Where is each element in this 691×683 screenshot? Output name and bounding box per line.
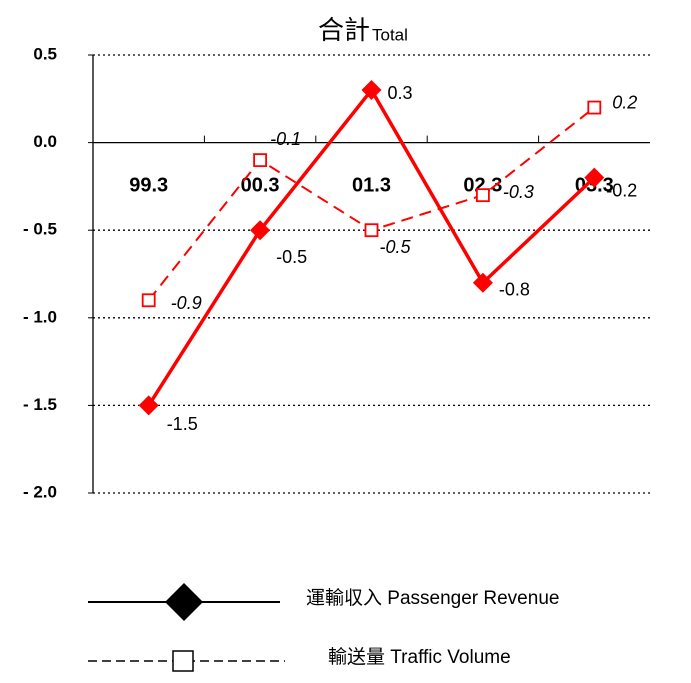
data-label: 0.2 [612, 92, 637, 112]
marker [250, 220, 271, 241]
data-label: -0.5 [276, 247, 307, 267]
marker [475, 188, 490, 203]
data-label: -0.5 [380, 237, 412, 257]
data-label: 0.3 [388, 83, 413, 103]
legend-marker [165, 583, 203, 621]
x-tick-label: 99.3 [129, 174, 168, 196]
marker [138, 395, 159, 416]
x-tick-label: 00.3 [241, 174, 280, 196]
series-line [147, 86, 596, 407]
y-tick-label: - 0.5 [23, 220, 57, 239]
series-line [147, 106, 595, 301]
marker [587, 100, 602, 115]
y-tick-label: 0.5 [33, 44, 57, 63]
legend-label: 輸送量 Traffic Volume [328, 646, 511, 668]
chart-title: 合計 [318, 15, 370, 45]
y-tick-label: 0.0 [33, 132, 57, 151]
marker [584, 167, 605, 188]
data-label: -0.1 [270, 129, 301, 149]
y-tick-label: - 1.5 [23, 395, 57, 414]
data-label: -0.2 [606, 180, 637, 200]
data-label: -0.3 [503, 182, 534, 202]
data-label: -1.5 [167, 414, 198, 434]
data-label: -0.9 [171, 293, 202, 313]
data-label: -0.8 [499, 280, 530, 300]
legend-label: 運輸収入 Passenger Revenue [306, 587, 559, 609]
y-tick-label: - 2.0 [23, 482, 57, 501]
legend-marker [172, 650, 194, 672]
marker [253, 153, 268, 168]
marker [364, 223, 379, 238]
marker [472, 272, 493, 293]
y-tick-label: - 1.0 [23, 307, 57, 326]
x-tick-label: 01.3 [352, 174, 391, 196]
marker [141, 293, 156, 308]
marker [361, 80, 382, 101]
chart-subtitle: Total [372, 25, 408, 44]
x-tick-label: 02.3 [463, 174, 502, 196]
